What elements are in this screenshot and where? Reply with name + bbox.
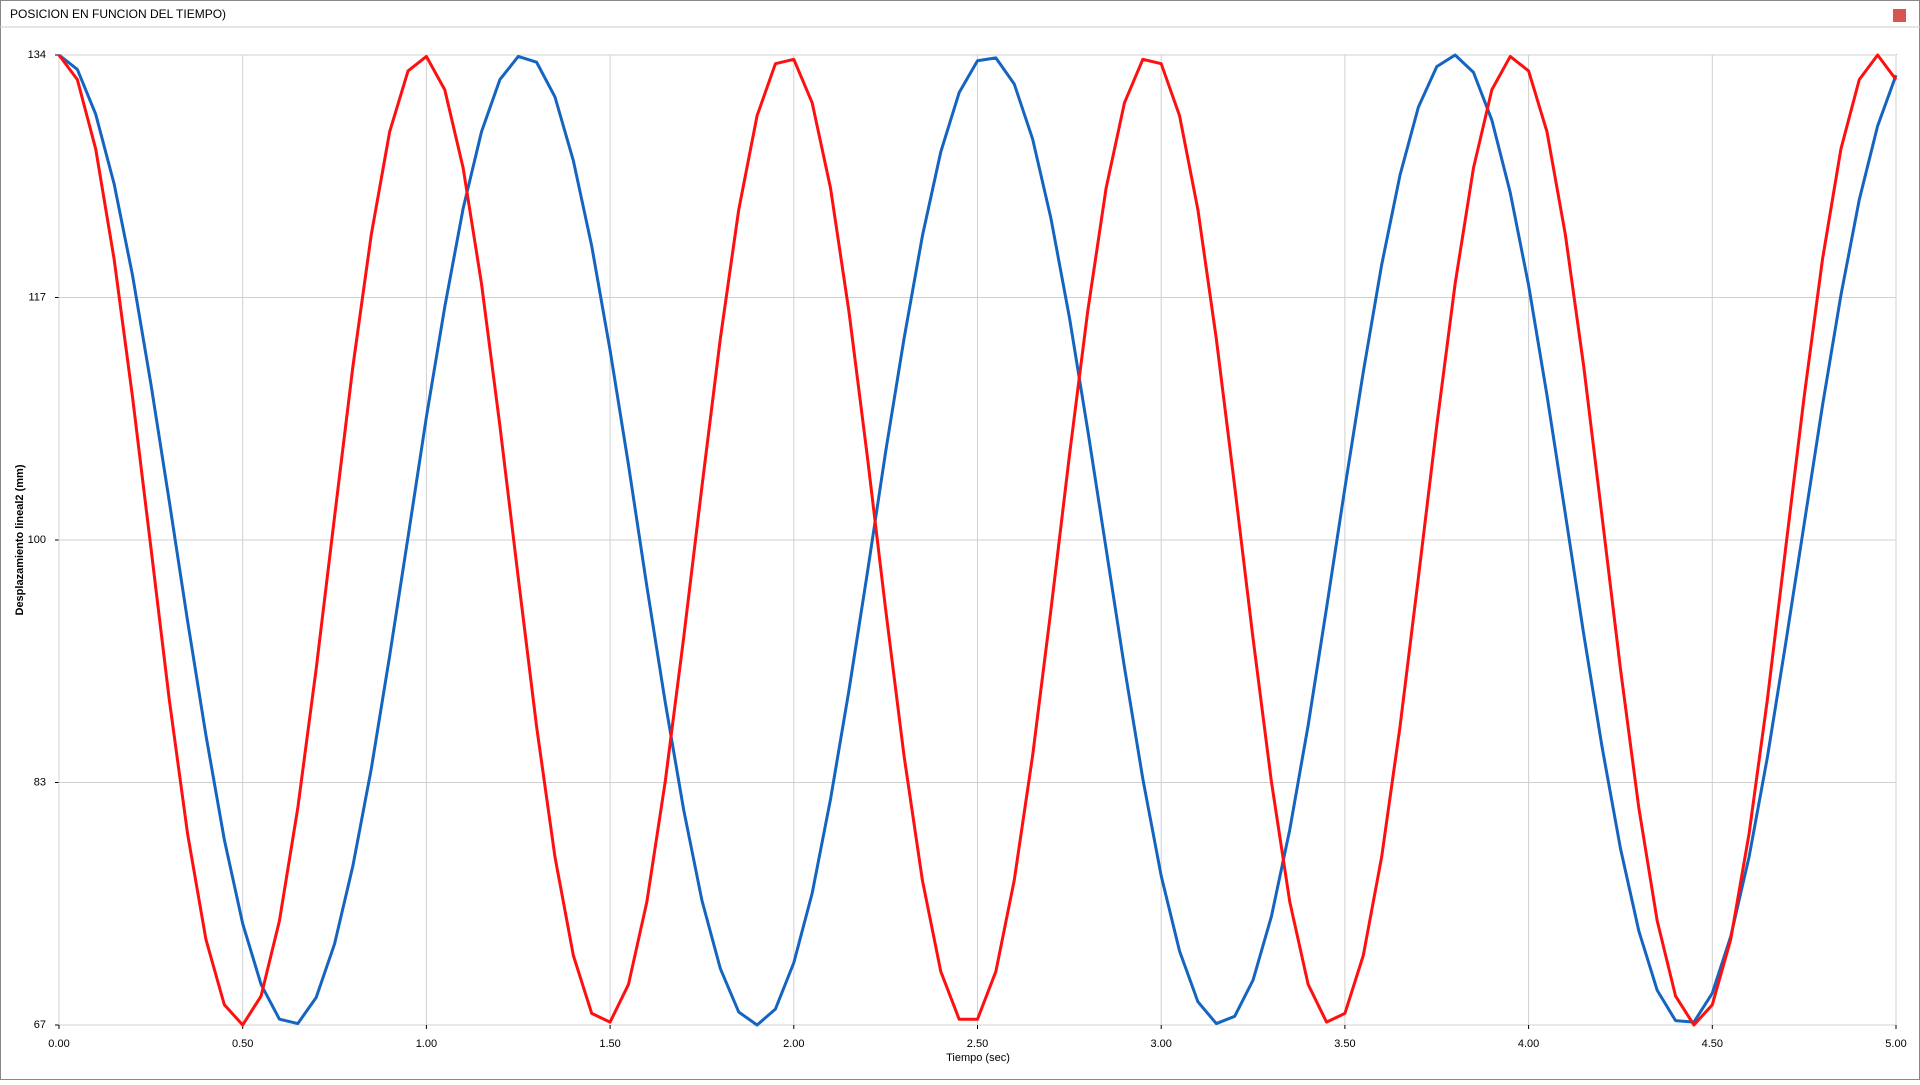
y-tick-label: 83	[34, 776, 46, 788]
x-tick-label: 0.50	[232, 1038, 253, 1050]
x-tick-label: 4.00	[1518, 1038, 1539, 1050]
x-tick-label: 1.50	[599, 1038, 620, 1050]
x-tick-label: 5.00	[1885, 1038, 1906, 1050]
x-tick-label: 3.00	[1150, 1038, 1171, 1050]
x-axis-title: Tiempo (sec)	[946, 1052, 1010, 1064]
close-button[interactable]	[1893, 9, 1906, 22]
x-tick-label: 4.50	[1702, 1038, 1723, 1050]
x-tick-label: 1.00	[416, 1038, 437, 1050]
x-tick-label: 3.50	[1334, 1038, 1355, 1050]
data-line	[58, 53, 1898, 1027]
y-tick-label: 67	[34, 1019, 46, 1031]
y-axis-title: Desplazamiento lineal2 (mm)	[14, 464, 26, 615]
y-tick-label: 134	[28, 49, 46, 61]
y-tick-label: 100	[28, 534, 46, 546]
x-tick-label: 2.00	[783, 1038, 804, 1050]
x-tick-label: 0.00	[48, 1038, 69, 1050]
y-tick-label: 117	[28, 291, 46, 303]
x-tick-label: 2.50	[967, 1038, 988, 1050]
window-title: POSICION EN FUNCION DEL TIEMPO)	[10, 7, 226, 21]
data-line	[57, 53, 1898, 1027]
